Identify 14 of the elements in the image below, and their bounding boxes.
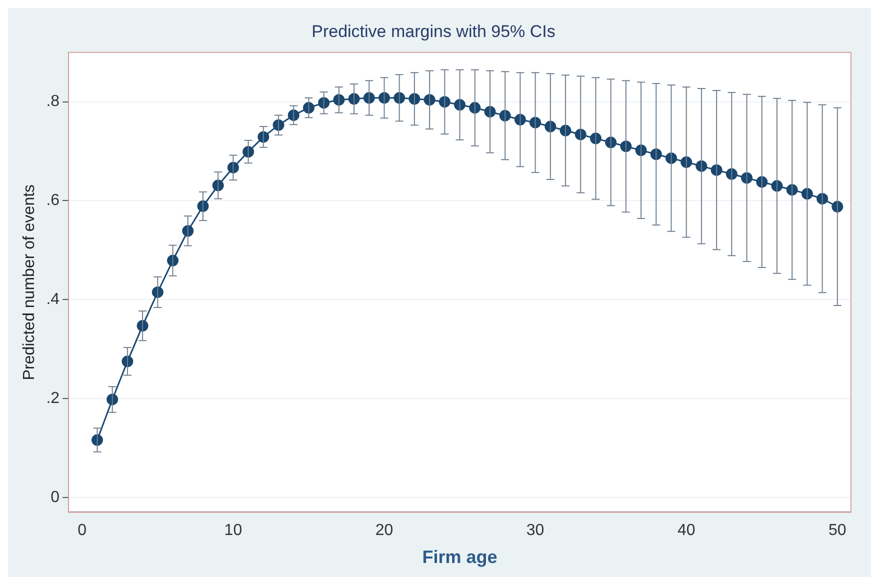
x-tick-label: 10 bbox=[224, 522, 242, 540]
y-tick-label: .4 bbox=[46, 291, 60, 308]
y-tick-label: .2 bbox=[46, 390, 60, 407]
y-axis-title: Predicted number of events bbox=[21, 184, 38, 380]
x-tick-label: 0 bbox=[78, 522, 87, 540]
x-tick-label: 50 bbox=[828, 522, 846, 540]
y-tick-label: 0 bbox=[50, 488, 60, 506]
x-axis-title: Firm age bbox=[422, 547, 498, 568]
x-tick-label: 30 bbox=[526, 522, 544, 540]
y-tick-label: .8 bbox=[46, 93, 60, 110]
chart-title: Predictive margins with 95% CIs bbox=[312, 22, 556, 41]
x-tick-label: 40 bbox=[677, 522, 696, 540]
y-tick-label: .6 bbox=[46, 192, 60, 210]
x-tick-label: 20 bbox=[375, 522, 394, 540]
